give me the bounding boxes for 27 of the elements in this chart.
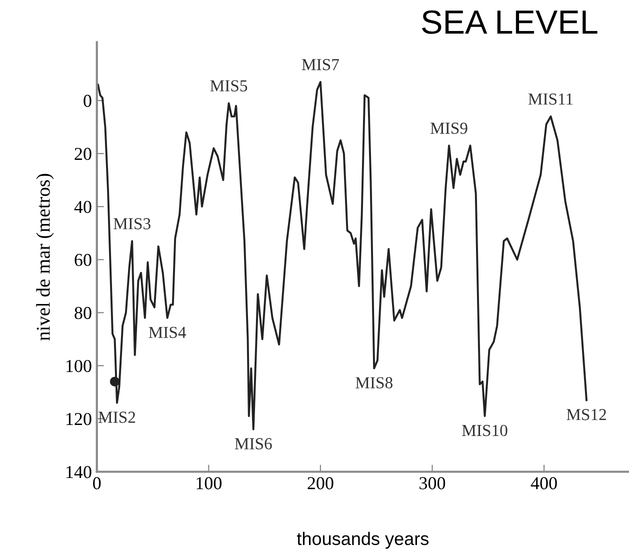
- y-tick-label: 40: [74, 200, 92, 214]
- annotation: MIS8: [356, 377, 392, 388]
- annotation: MIS3: [114, 218, 150, 230]
- x-tick-label: 400: [530, 477, 557, 490]
- x-tick-label: 0: [93, 477, 101, 490]
- annotation: MIS5: [210, 80, 248, 92]
- chart-title: SEA LEVEL: [422, 10, 598, 34]
- x-tick-label: 300: [420, 477, 446, 490]
- annotation: MIS11: [528, 94, 573, 105]
- y-tick-label: 20: [74, 148, 92, 160]
- y-tick-label: 80: [74, 306, 92, 320]
- y-tick-label: 120: [66, 412, 92, 426]
- y-tick-label: 100: [66, 360, 92, 372]
- annotation: MIS2: [98, 412, 136, 423]
- x-tick-label: 100: [196, 477, 222, 490]
- annotation: MIS9: [430, 122, 468, 134]
- annotation: MS12: [566, 409, 606, 420]
- y-tick-label: 60: [74, 254, 92, 266]
- y-axis-title: nivel de mar (metros): [36, 174, 54, 340]
- y-tick-label: 0: [84, 94, 92, 107]
- x-axis-title: thousands years: [296, 532, 429, 549]
- annotation: MIS4: [148, 326, 186, 338]
- y-tick-label: 140: [66, 466, 92, 478]
- x-tick-label: 200: [308, 477, 334, 490]
- annotation: MIS10: [462, 424, 508, 436]
- annotation: MIS6: [234, 438, 272, 450]
- annotation: MIS7: [302, 59, 339, 70]
